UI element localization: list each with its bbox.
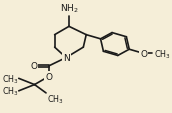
- Text: O: O: [140, 49, 147, 58]
- Text: CH$_3$: CH$_3$: [154, 48, 170, 60]
- Text: O: O: [45, 72, 52, 81]
- Text: N: N: [63, 54, 69, 62]
- Text: NH$_2$: NH$_2$: [60, 2, 78, 15]
- Text: CH$_3$: CH$_3$: [2, 72, 19, 85]
- Text: CH$_3$: CH$_3$: [47, 93, 64, 105]
- Text: CH$_3$: CH$_3$: [2, 85, 19, 97]
- Text: O: O: [30, 62, 37, 71]
